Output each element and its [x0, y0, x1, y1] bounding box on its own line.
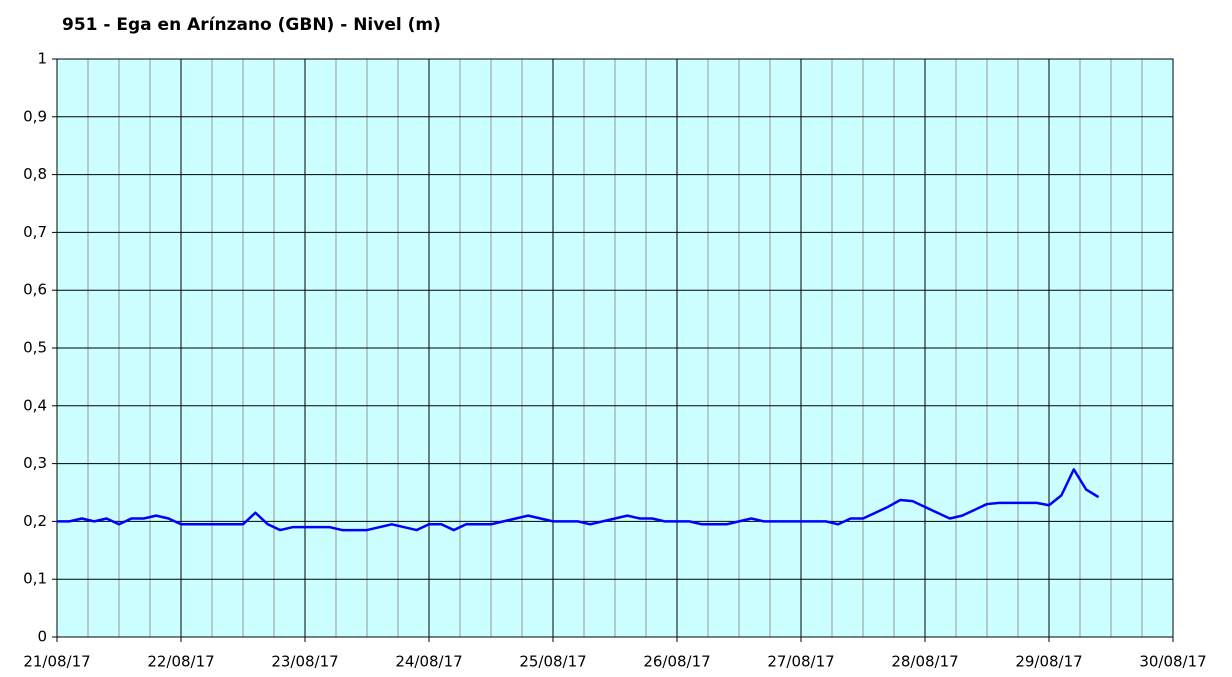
y-tick-label: 0,1	[23, 570, 47, 588]
y-tick-label: 0,6	[23, 281, 47, 299]
chart-title: 951 - Ega en Arínzano (GBN) - Nivel (m)	[62, 15, 441, 35]
y-tick-label: 0,7	[23, 223, 47, 241]
x-tick-label: 29/08/17	[1015, 653, 1082, 671]
x-tick-label: 26/08/17	[643, 653, 710, 671]
y-tick-label: 0,5	[23, 339, 47, 357]
x-tick-label: 22/08/17	[147, 653, 214, 671]
x-tick-label: 30/08/17	[1139, 653, 1206, 671]
x-tick-label: 23/08/17	[271, 653, 338, 671]
y-tick-label: 0,9	[23, 107, 47, 125]
x-tick-label: 21/08/17	[23, 653, 90, 671]
x-tick-label: 28/08/17	[891, 653, 958, 671]
x-tick-label: 27/08/17	[767, 653, 834, 671]
y-tick-label: 0,4	[23, 396, 47, 414]
y-tick-label: 0,3	[23, 454, 47, 472]
y-tick-label: 0,2	[23, 512, 47, 530]
y-tick-label: 1	[37, 50, 47, 68]
data-line	[57, 468, 1100, 532]
y-tick-label: 0,8	[23, 165, 47, 183]
x-tick-label: 24/08/17	[395, 653, 462, 671]
x-tick-label: 25/08/17	[519, 653, 586, 671]
y-tick-label: 0	[37, 628, 47, 646]
